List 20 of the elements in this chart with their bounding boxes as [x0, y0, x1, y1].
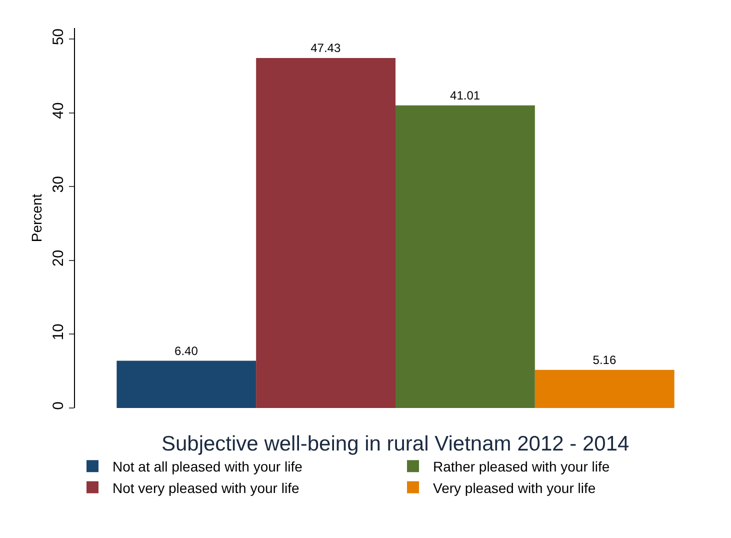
- bar: [396, 105, 535, 408]
- bar: [116, 360, 256, 408]
- bar: [256, 58, 396, 408]
- y-tick-label: 20: [50, 250, 67, 267]
- data-label: 5.16: [592, 352, 616, 367]
- data-label: 6.40: [174, 344, 198, 358]
- legend-label: Not very pleased with your life: [112, 480, 300, 496]
- legend-label: Rather pleased with your life: [433, 458, 610, 475]
- data-label: 41.01: [450, 88, 480, 102]
- legend-title: Subjective well-being in rural Vietnam 2012 - 2014: [161, 432, 630, 456]
- y-tick-label: 10: [50, 324, 67, 340]
- y-axis-title: Percent: [28, 194, 45, 242]
- y-tick-label: 30: [50, 176, 67, 193]
- y-tick-label: 50: [50, 28, 67, 46]
- legend-label: Not at all pleased with your life: [112, 458, 303, 475]
- y-tick-label: 40: [50, 102, 67, 119]
- y-tick-label: 0: [50, 402, 67, 410]
- data-label: 47.43: [310, 41, 341, 56]
- bar: [534, 370, 674, 408]
- legend-label: Very pleased with your life: [433, 480, 596, 496]
